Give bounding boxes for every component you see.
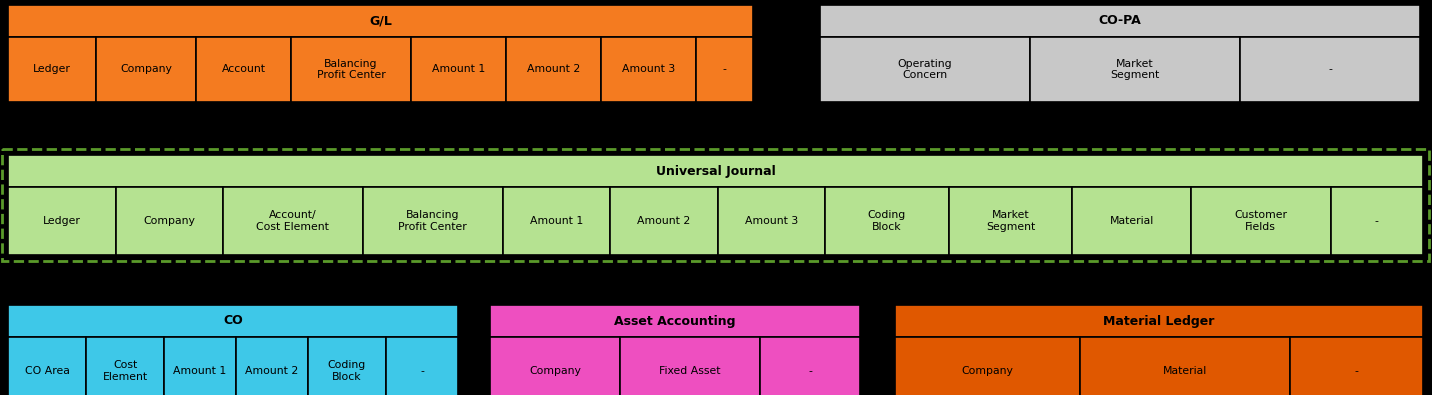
Bar <box>895 337 1080 395</box>
Bar <box>86 337 165 395</box>
Bar <box>1080 337 1290 395</box>
Text: Material: Material <box>1110 216 1154 226</box>
Text: Market
Segment: Market Segment <box>987 210 1035 232</box>
Text: -: - <box>1327 64 1332 75</box>
Bar <box>96 37 196 102</box>
Bar <box>1 149 1429 261</box>
Text: Amount 1: Amount 1 <box>530 216 583 226</box>
Text: Ledger: Ledger <box>33 64 72 75</box>
Text: Amount 3: Amount 3 <box>621 64 674 75</box>
Text: Amount 2: Amount 2 <box>245 366 299 376</box>
Bar <box>9 187 116 255</box>
Bar <box>236 337 308 395</box>
Text: Balancing
Profit Center: Balancing Profit Center <box>316 59 385 80</box>
Text: Account/
Cost Element: Account/ Cost Element <box>256 210 329 232</box>
Bar <box>9 5 753 37</box>
Text: Amount 3: Amount 3 <box>745 216 798 226</box>
Bar <box>9 337 86 395</box>
Text: Company: Company <box>528 366 581 376</box>
Bar <box>825 187 949 255</box>
Bar <box>223 187 362 255</box>
Text: Coding
Block: Coding Block <box>868 210 906 232</box>
Text: Amount 1: Amount 1 <box>173 366 226 376</box>
Bar <box>165 337 236 395</box>
Bar <box>503 187 610 255</box>
Text: -: - <box>420 366 424 376</box>
Text: Company: Company <box>143 216 195 226</box>
Bar <box>895 305 1423 337</box>
Text: Amount 1: Amount 1 <box>432 64 485 75</box>
Text: Market
Segment: Market Segment <box>1110 59 1160 80</box>
Text: Operating
Concern: Operating Concern <box>898 59 952 80</box>
Bar <box>196 37 291 102</box>
Bar <box>760 337 861 395</box>
Text: G/L: G/L <box>369 15 392 28</box>
Text: -: - <box>1355 366 1359 376</box>
Text: -: - <box>723 64 726 75</box>
Text: Amount 2: Amount 2 <box>637 216 690 226</box>
Bar <box>949 187 1073 255</box>
Text: Fixed Asset: Fixed Asset <box>659 366 720 376</box>
Bar <box>9 305 458 337</box>
Bar <box>696 37 753 102</box>
Bar <box>601 37 696 102</box>
Bar <box>1030 37 1240 102</box>
Bar <box>717 187 825 255</box>
Bar <box>362 187 503 255</box>
Text: Universal Journal: Universal Journal <box>656 164 775 177</box>
Text: -: - <box>1375 216 1379 226</box>
Bar <box>490 305 861 337</box>
Bar <box>1290 337 1423 395</box>
Bar <box>821 5 1421 37</box>
Text: Company: Company <box>961 366 1014 376</box>
Bar <box>1191 187 1330 255</box>
Text: Asset Accounting: Asset Accounting <box>614 314 736 327</box>
Bar <box>387 337 458 395</box>
Text: Coding
Block: Coding Block <box>328 360 367 382</box>
Text: Customer
Fields: Customer Fields <box>1234 210 1287 232</box>
Text: Material Ledger: Material Ledger <box>1103 314 1214 327</box>
Text: Company: Company <box>120 64 172 75</box>
Text: CO-PA: CO-PA <box>1098 15 1141 28</box>
Text: Ledger: Ledger <box>43 216 80 226</box>
Bar <box>490 337 620 395</box>
Bar <box>411 37 505 102</box>
Bar <box>308 337 387 395</box>
Text: Cost
Element: Cost Element <box>103 360 147 382</box>
Text: -: - <box>808 366 812 376</box>
Text: CO: CO <box>223 314 243 327</box>
Bar <box>1330 187 1423 255</box>
Bar <box>821 37 1030 102</box>
Bar <box>291 37 411 102</box>
Bar <box>610 187 717 255</box>
Text: Material: Material <box>1163 366 1207 376</box>
Text: Amount 2: Amount 2 <box>527 64 580 75</box>
Bar <box>1073 187 1191 255</box>
Text: Balancing
Profit Center: Balancing Profit Center <box>398 210 467 232</box>
Bar <box>620 337 760 395</box>
Bar <box>116 187 223 255</box>
Bar <box>9 155 1423 187</box>
Text: Account: Account <box>222 64 265 75</box>
Bar <box>9 37 96 102</box>
Bar <box>1240 37 1421 102</box>
Text: CO Area: CO Area <box>24 366 69 376</box>
Bar <box>505 37 601 102</box>
